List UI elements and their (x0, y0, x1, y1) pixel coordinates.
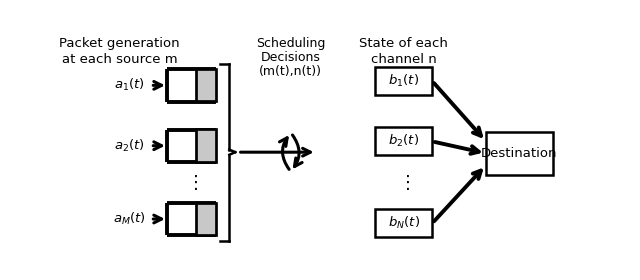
Text: $a_1(t)$: $a_1(t)$ (114, 77, 145, 94)
Bar (486, 132, 553, 175)
Text: State of each: State of each (359, 37, 448, 50)
Text: $b_N(t)$: $b_N(t)$ (388, 215, 420, 231)
Bar (196, 202, 216, 235)
Text: Scheduling: Scheduling (256, 37, 326, 50)
Bar (375, 209, 432, 237)
Text: $a_M(t)$: $a_M(t)$ (113, 211, 146, 227)
Text: Destination: Destination (481, 147, 557, 160)
Text: $\vdots$: $\vdots$ (397, 173, 410, 192)
Text: $b_2(t)$: $b_2(t)$ (388, 133, 419, 150)
Text: $a_2(t)$: $a_2(t)$ (114, 138, 145, 154)
Text: channel n: channel n (371, 53, 436, 66)
Text: Decisions: Decisions (261, 51, 321, 64)
Bar (375, 127, 432, 155)
Bar (196, 69, 216, 101)
Bar (196, 129, 216, 162)
Text: at each source m: at each source m (62, 53, 177, 66)
Bar (375, 67, 432, 95)
Text: (m(t),n(t)): (m(t),n(t)) (259, 65, 323, 78)
Text: $b_1(t)$: $b_1(t)$ (388, 73, 419, 89)
Text: Packet generation: Packet generation (60, 37, 180, 50)
Text: $\vdots$: $\vdots$ (186, 173, 198, 192)
